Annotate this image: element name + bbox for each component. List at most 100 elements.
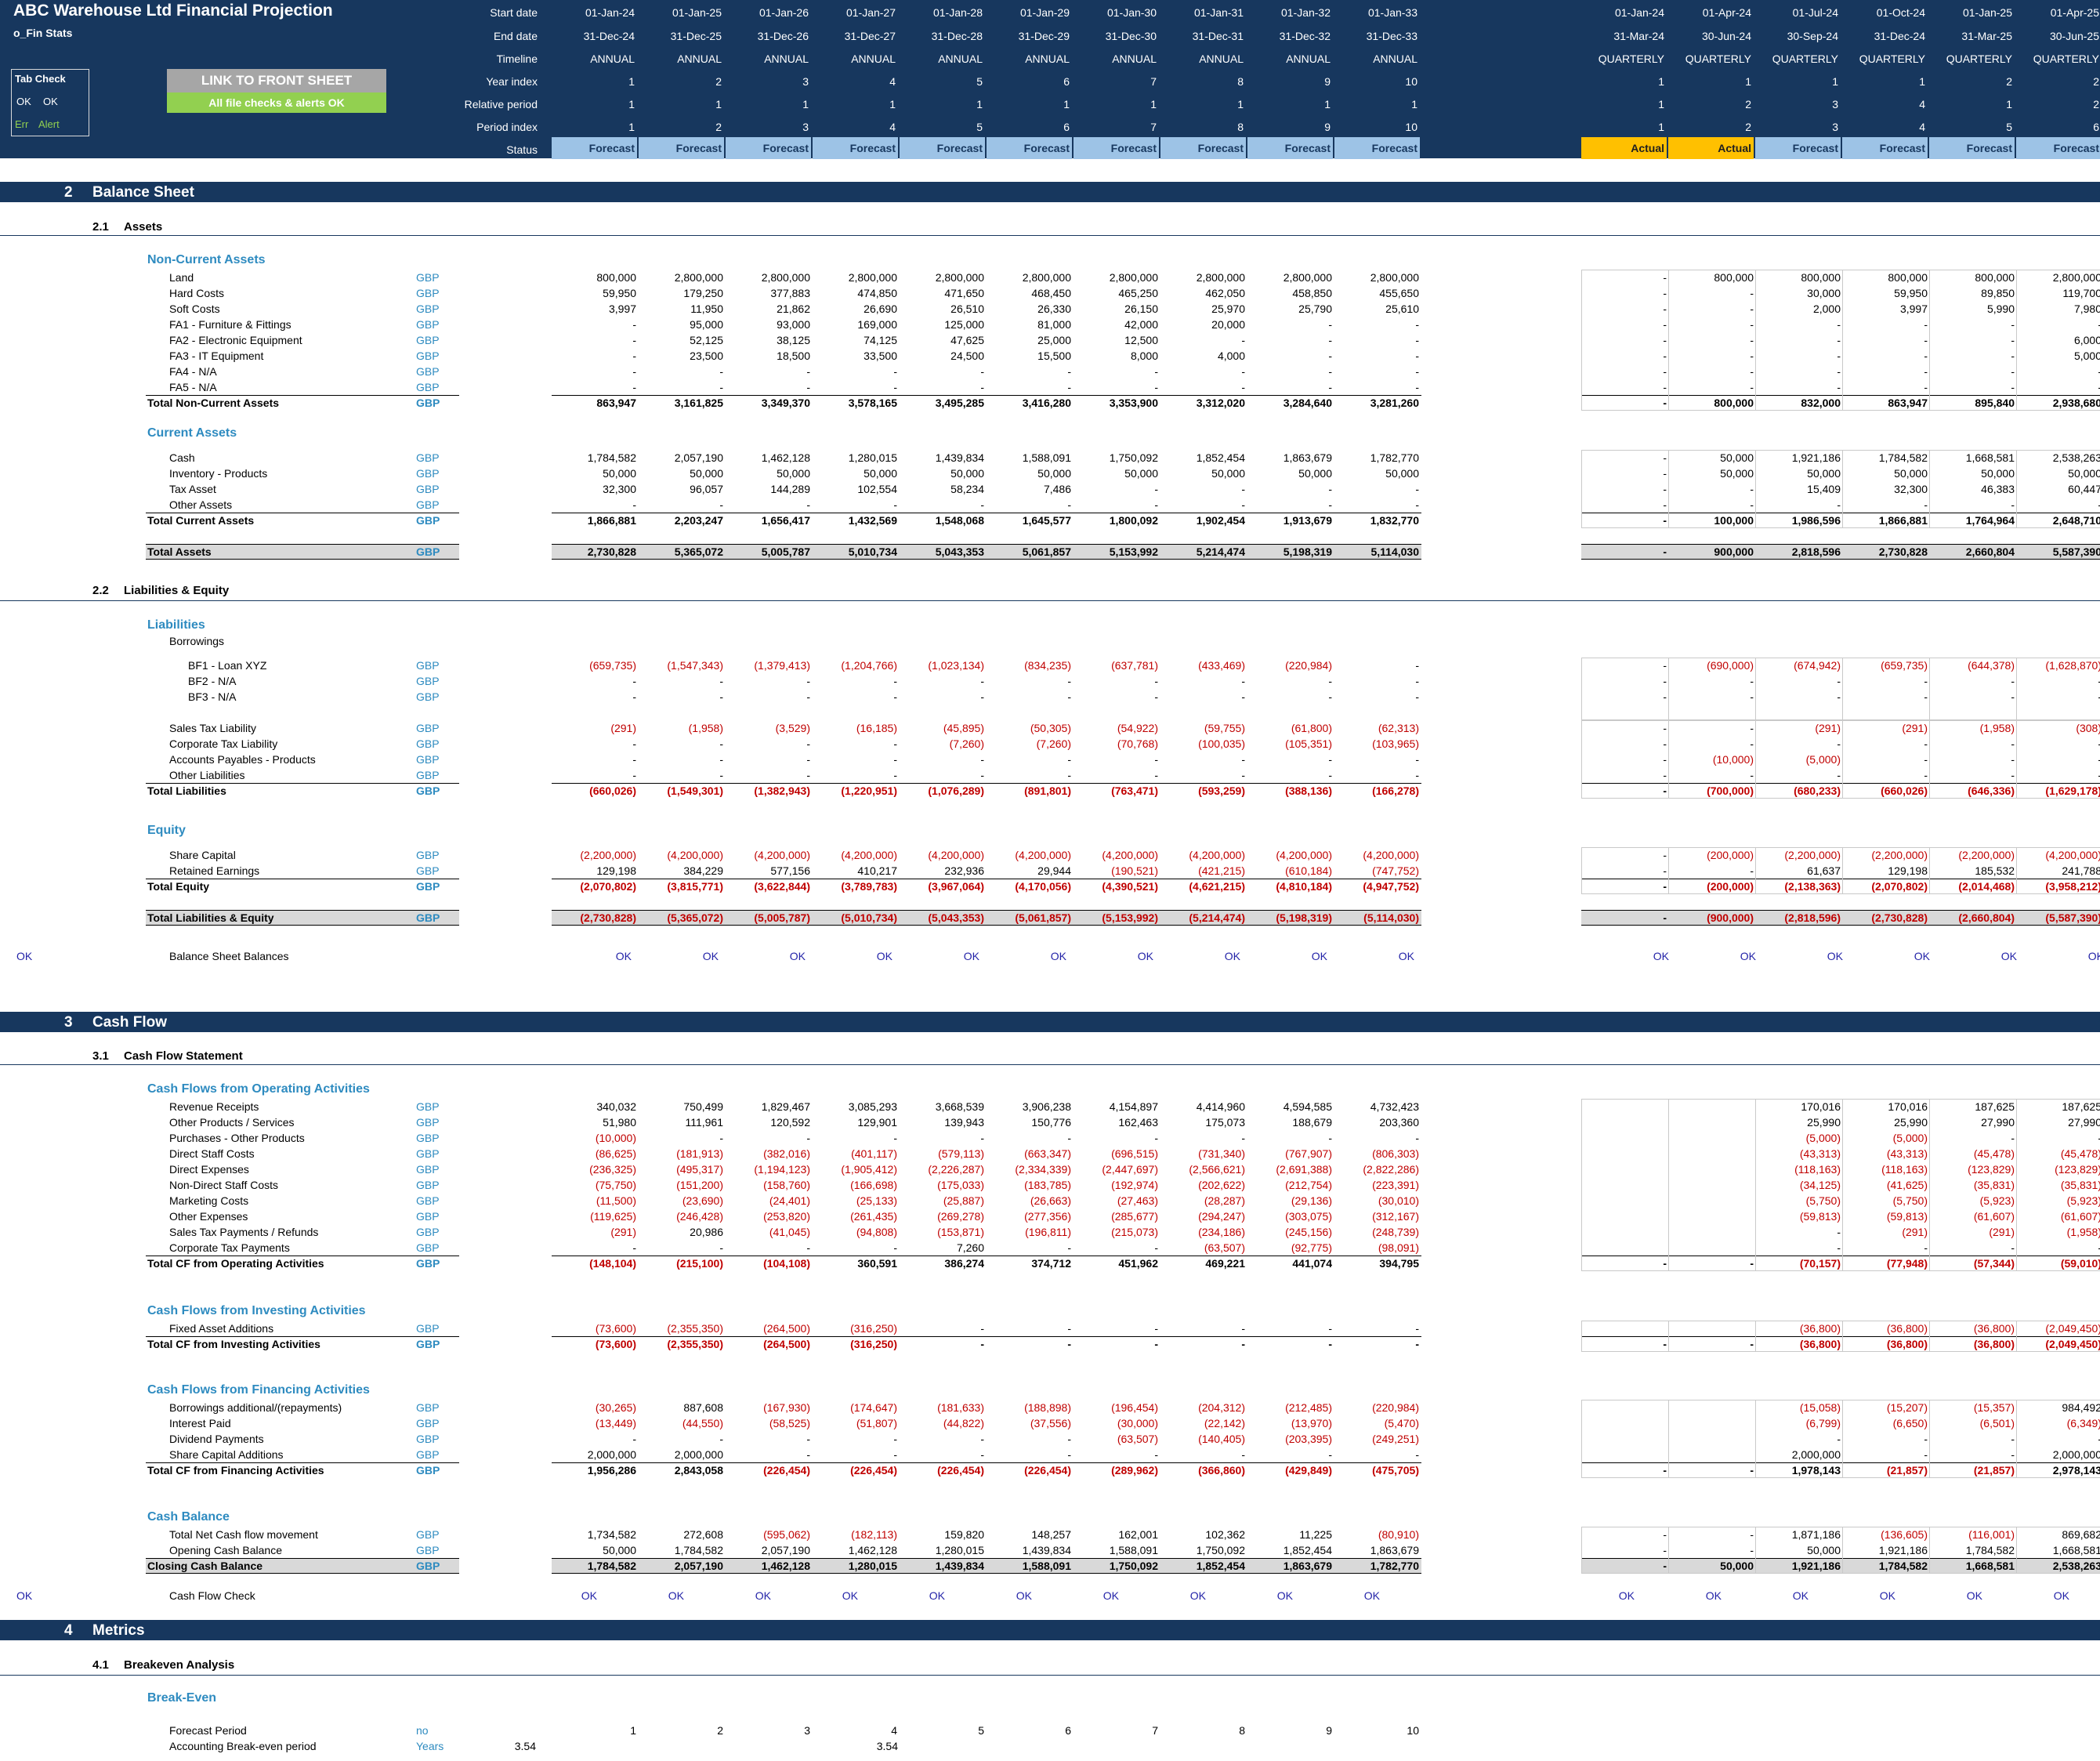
quarterly-value: -: [1663, 1464, 1667, 1477]
link-to-front-sheet-button[interactable]: LINK TO FRONT SHEET: [167, 69, 386, 92]
annual-value: 441,074: [1292, 1257, 1332, 1270]
quarterly-value: -: [2011, 675, 2015, 687]
annual-value: 360,591: [857, 1257, 897, 1270]
header-annual-year: 4: [889, 75, 896, 88]
annual-value: 1,280,015: [935, 1544, 984, 1556]
quarterly-value: (291): [1902, 722, 1928, 734]
annual-value: -: [893, 675, 897, 687]
annual-value: 1,829,467: [761, 1100, 810, 1113]
row-unit: GBP: [416, 334, 440, 346]
annual-value: -: [806, 365, 810, 378]
quarterly-value: (36,800): [1799, 1338, 1841, 1350]
annual-value: (366,860): [1198, 1464, 1245, 1477]
group-borrowings: Borrowings: [169, 635, 225, 647]
header-quarter-year: 1: [1832, 75, 1838, 88]
header-quarter-year: 1: [1919, 75, 1925, 88]
annual-value: -: [893, 1433, 897, 1445]
divider: [0, 1675, 2100, 1676]
annual-value: -: [1241, 769, 1245, 781]
annual-value: -: [719, 1241, 723, 1254]
annual-value: (105,351): [1285, 737, 1332, 750]
group-liabilities: Liabilities: [147, 618, 205, 632]
annual-value: (98,091): [1378, 1241, 1419, 1254]
header-quarter-end: 31-Mar-25: [1961, 30, 2012, 42]
annual-value: (37,556): [1030, 1417, 1071, 1429]
header-quarter-period: 6: [2093, 121, 2099, 133]
quarterly-value: (291): [1989, 1226, 2015, 1238]
annual-value: (58,525): [769, 1417, 810, 1429]
header-annual-end: 31-Dec-25: [670, 30, 722, 42]
quarterly-value: (644,378): [1968, 659, 2015, 672]
quarterly-value: (57,344): [1973, 1257, 2015, 1270]
header-quarter-period: 3: [1832, 121, 1838, 133]
row-label: Corporate Tax Liability: [169, 737, 278, 750]
quarterly-value: 1,921,186: [1878, 1544, 1928, 1556]
annual-value: -: [893, 769, 897, 781]
header-band: ABC Warehouse Ltd Financial Projection o…: [0, 0, 2100, 159]
annual-value: (5,010,734): [841, 911, 897, 924]
annual-value: (2,226,287): [928, 1163, 984, 1176]
annual-value: (245,156): [1285, 1226, 1332, 1238]
header-quarter-timeline: QUARTERLY: [1598, 53, 1664, 65]
fin-row: Share Capital Additions GBP 2,000,000 2,000…: [0, 1447, 2100, 1462]
annual-value: (291): [610, 722, 636, 734]
annual-value: 1,852,454: [1283, 1544, 1332, 1556]
annual-value: (215,100): [676, 1257, 723, 1270]
annual-value: 59,950: [603, 287, 636, 299]
quarterly-value: 1,764,964: [1965, 514, 2015, 527]
annual-value: (475,705): [1372, 1464, 1419, 1477]
quarterly-value: -: [2011, 1448, 2015, 1461]
quarterly-value: 1,784,582: [1878, 1560, 1928, 1572]
annual-value: (24,401): [769, 1194, 810, 1207]
section-title: Balance Sheet: [92, 184, 194, 201]
header-annual-timeline: ANNUAL: [938, 53, 983, 65]
quarterly-value: 27,990: [1981, 1116, 2015, 1129]
quarterly-value: -: [1663, 303, 1667, 315]
quarterly-value: 170,016: [1888, 1100, 1928, 1113]
quarterly-value: (2,049,450): [2045, 1322, 2100, 1335]
header-annual-period: 5: [976, 121, 983, 133]
annual-value: -: [1415, 1322, 1419, 1335]
grid-line: [1755, 450, 1756, 528]
grid-line: [1755, 1321, 1756, 1352]
quarterly-value: -: [2016, 689, 2100, 705]
fin-row: Revenue Receipts GBP 340,032 750,499 1,829,4…: [0, 1099, 2100, 1114]
fin-row: Corporate Tax Payments GBP - - - -7,260- - (63,…: [0, 1240, 2100, 1256]
subsection-number: 2.2: [92, 584, 109, 597]
annual-value: -: [1154, 769, 1158, 781]
quarterly-value: -: [1837, 769, 1841, 781]
annual-value: 32,300: [603, 483, 636, 495]
fin-row: Interest Paid GBP (13,449) (44,550) (58,525)…: [0, 1415, 2100, 1431]
quarterly-value: (308): [2076, 722, 2100, 734]
annual-value: 2,800,000: [1022, 271, 1071, 284]
page-title: ABC Warehouse Ltd Financial Projection: [13, 2, 333, 20]
annual-value: (610,184): [1285, 864, 1332, 877]
quarterly-grid: [1581, 658, 2100, 720]
annual-value: 1,280,015: [848, 1560, 897, 1572]
grid-line: [1755, 847, 1756, 894]
annual-value: (1,547,343): [667, 659, 723, 672]
annual-value: 50,000: [1298, 467, 1332, 480]
subsection-number: 4.1: [92, 1658, 109, 1672]
quarterly-value: (660,026): [1881, 784, 1928, 797]
annual-value: (5,153,992): [1102, 911, 1158, 924]
annual-value: 469,221: [1205, 1257, 1245, 1270]
ok-mark: OK: [615, 950, 632, 962]
annual-value: 3,578,165: [848, 397, 897, 409]
fin-row: Other Products / Services GBP 51,980 111,96…: [0, 1114, 2100, 1130]
quarterly-value: -: [1924, 753, 1928, 766]
fin-row: Total Net Cash flow movement GBP 1,734,582…: [0, 1527, 2100, 1542]
total-rule: [552, 544, 1421, 545]
total-rule: [146, 925, 459, 926]
annual-value: (181,913): [676, 1147, 723, 1160]
group-cash-balance: Cash Balance: [147, 1510, 230, 1524]
header-annual-period: 10: [1405, 121, 1418, 133]
header-label: End date: [493, 30, 538, 42]
annual-value: (4,200,000): [841, 849, 897, 861]
fin-row: Land GBP 800,000 2,800,000 2,800,000 2,800,00…: [0, 270, 2100, 285]
annual-value: 750,499: [683, 1100, 723, 1113]
quarterly-value: 2,978,143: [2052, 1464, 2100, 1477]
header-annual-start: 01-Jan-28: [932, 6, 983, 19]
